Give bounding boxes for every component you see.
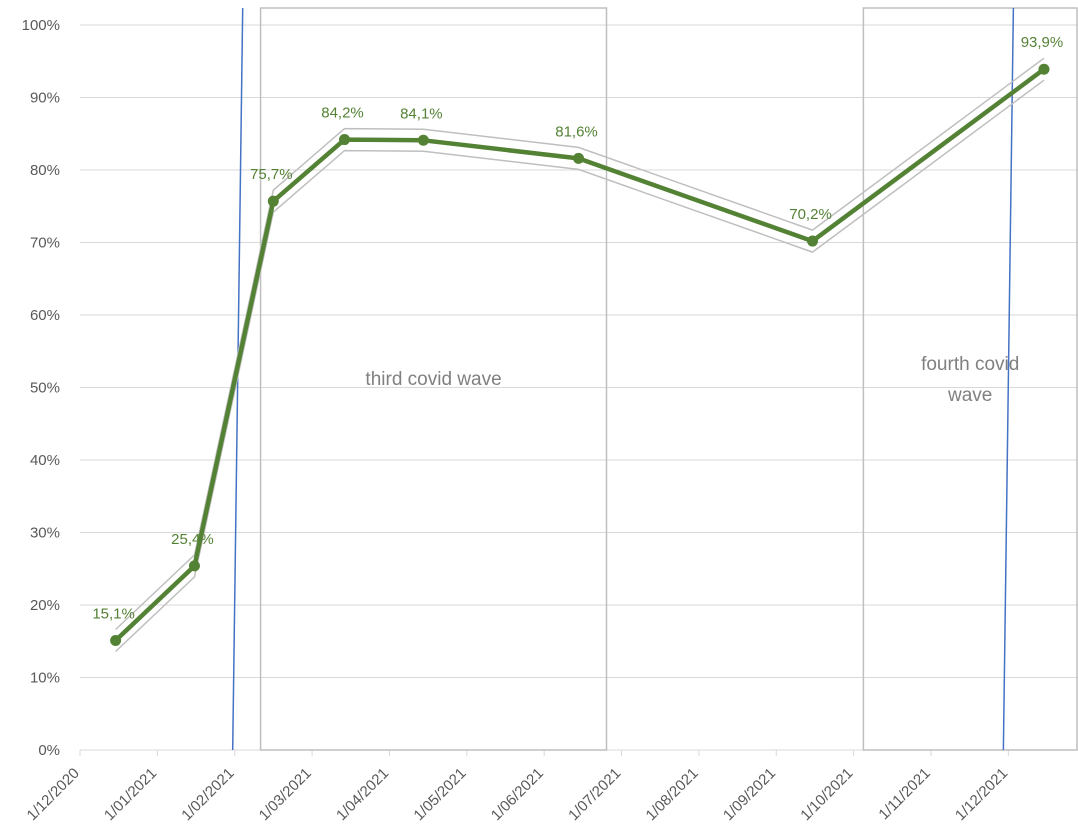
data-label: 84,1% (400, 105, 443, 122)
series-band (115, 57, 1045, 653)
x-tick-label: 1/07/2021 (565, 765, 624, 824)
data-label: 15,1% (92, 606, 135, 623)
x-tick-label: 1/06/2021 (488, 765, 547, 824)
y-tick-label: 100% (22, 17, 60, 34)
marks (110, 63, 1050, 647)
y-tick-label: 90% (30, 90, 60, 107)
data-label: 25,4% (171, 531, 214, 548)
wave-box (259, 7, 608, 751)
data-label: 75,7% (250, 166, 293, 183)
reference-line (1002, 7, 1015, 751)
y-tick-label: 50% (30, 380, 60, 397)
y-axis-labels: 0% 10% 20% 30% 40% 50% 60% 70% 80% 90% 100% (22, 17, 60, 759)
y-tick-label: 70% (30, 235, 60, 252)
y-tick-label: 20% (30, 597, 60, 614)
x-tick-label: 1/11/2021 (875, 765, 933, 823)
series-line-group (114, 67, 1046, 643)
data-label: 84,2% (321, 105, 364, 122)
x-tick-label: 1/10/2021 (797, 765, 856, 824)
data-label: 81,6% (555, 123, 598, 140)
data-point (110, 635, 122, 647)
x-tick-label: 1/04/2021 (333, 765, 392, 824)
data-label: 70,2% (789, 206, 832, 223)
x-tick-label: 1/05/2021 (410, 765, 469, 824)
data-point (807, 235, 819, 247)
band-line (115, 57, 1045, 631)
x-tick-label: 1/02/2021 (178, 765, 237, 824)
x-tick-label: 1/03/2021 (256, 765, 315, 824)
data-point (188, 560, 200, 572)
x-tick-label: 1/08/2021 (643, 765, 702, 824)
band-line (115, 79, 1045, 653)
data-point (417, 134, 429, 146)
data-point (339, 134, 351, 146)
data-point (1038, 63, 1050, 75)
wave-boxes (259, 7, 1078, 751)
wave-label: third covid wave (365, 369, 501, 390)
y-tick-label: 10% (30, 670, 60, 687)
y-tick-label: 80% (30, 162, 60, 179)
annotations: third covid wave fourth covid wave (365, 354, 1019, 406)
data-point (267, 195, 279, 207)
data-labels: 15,1% 25,4% 75,7% 84,2% 84,1% 81,6% 70,2% 93,9% (92, 34, 1063, 622)
data-label: 93,9% (1021, 34, 1064, 51)
x-axis-labels: 1/12/2020 1/01/2021 1/02/2021 1/03/2021 1/04… (24, 765, 1012, 824)
series-line (114, 67, 1046, 643)
y-tick-label: 40% (30, 452, 60, 469)
y-tick-label: 60% (30, 307, 60, 324)
data-point (573, 152, 585, 164)
y-tick-label: 0% (38, 742, 60, 759)
x-tick-label: 1/01/2021 (101, 765, 160, 824)
x-tick-label: 1/09/2021 (720, 765, 779, 824)
wave-label: wave (947, 385, 992, 406)
y-tick-label: 30% (30, 525, 60, 542)
wave-box (862, 7, 1078, 751)
x-tick-label: 1/12/2021 (952, 765, 1011, 824)
wave-label: fourth covid (921, 354, 1019, 375)
x-tick-label: 1/12/2020 (24, 765, 83, 824)
